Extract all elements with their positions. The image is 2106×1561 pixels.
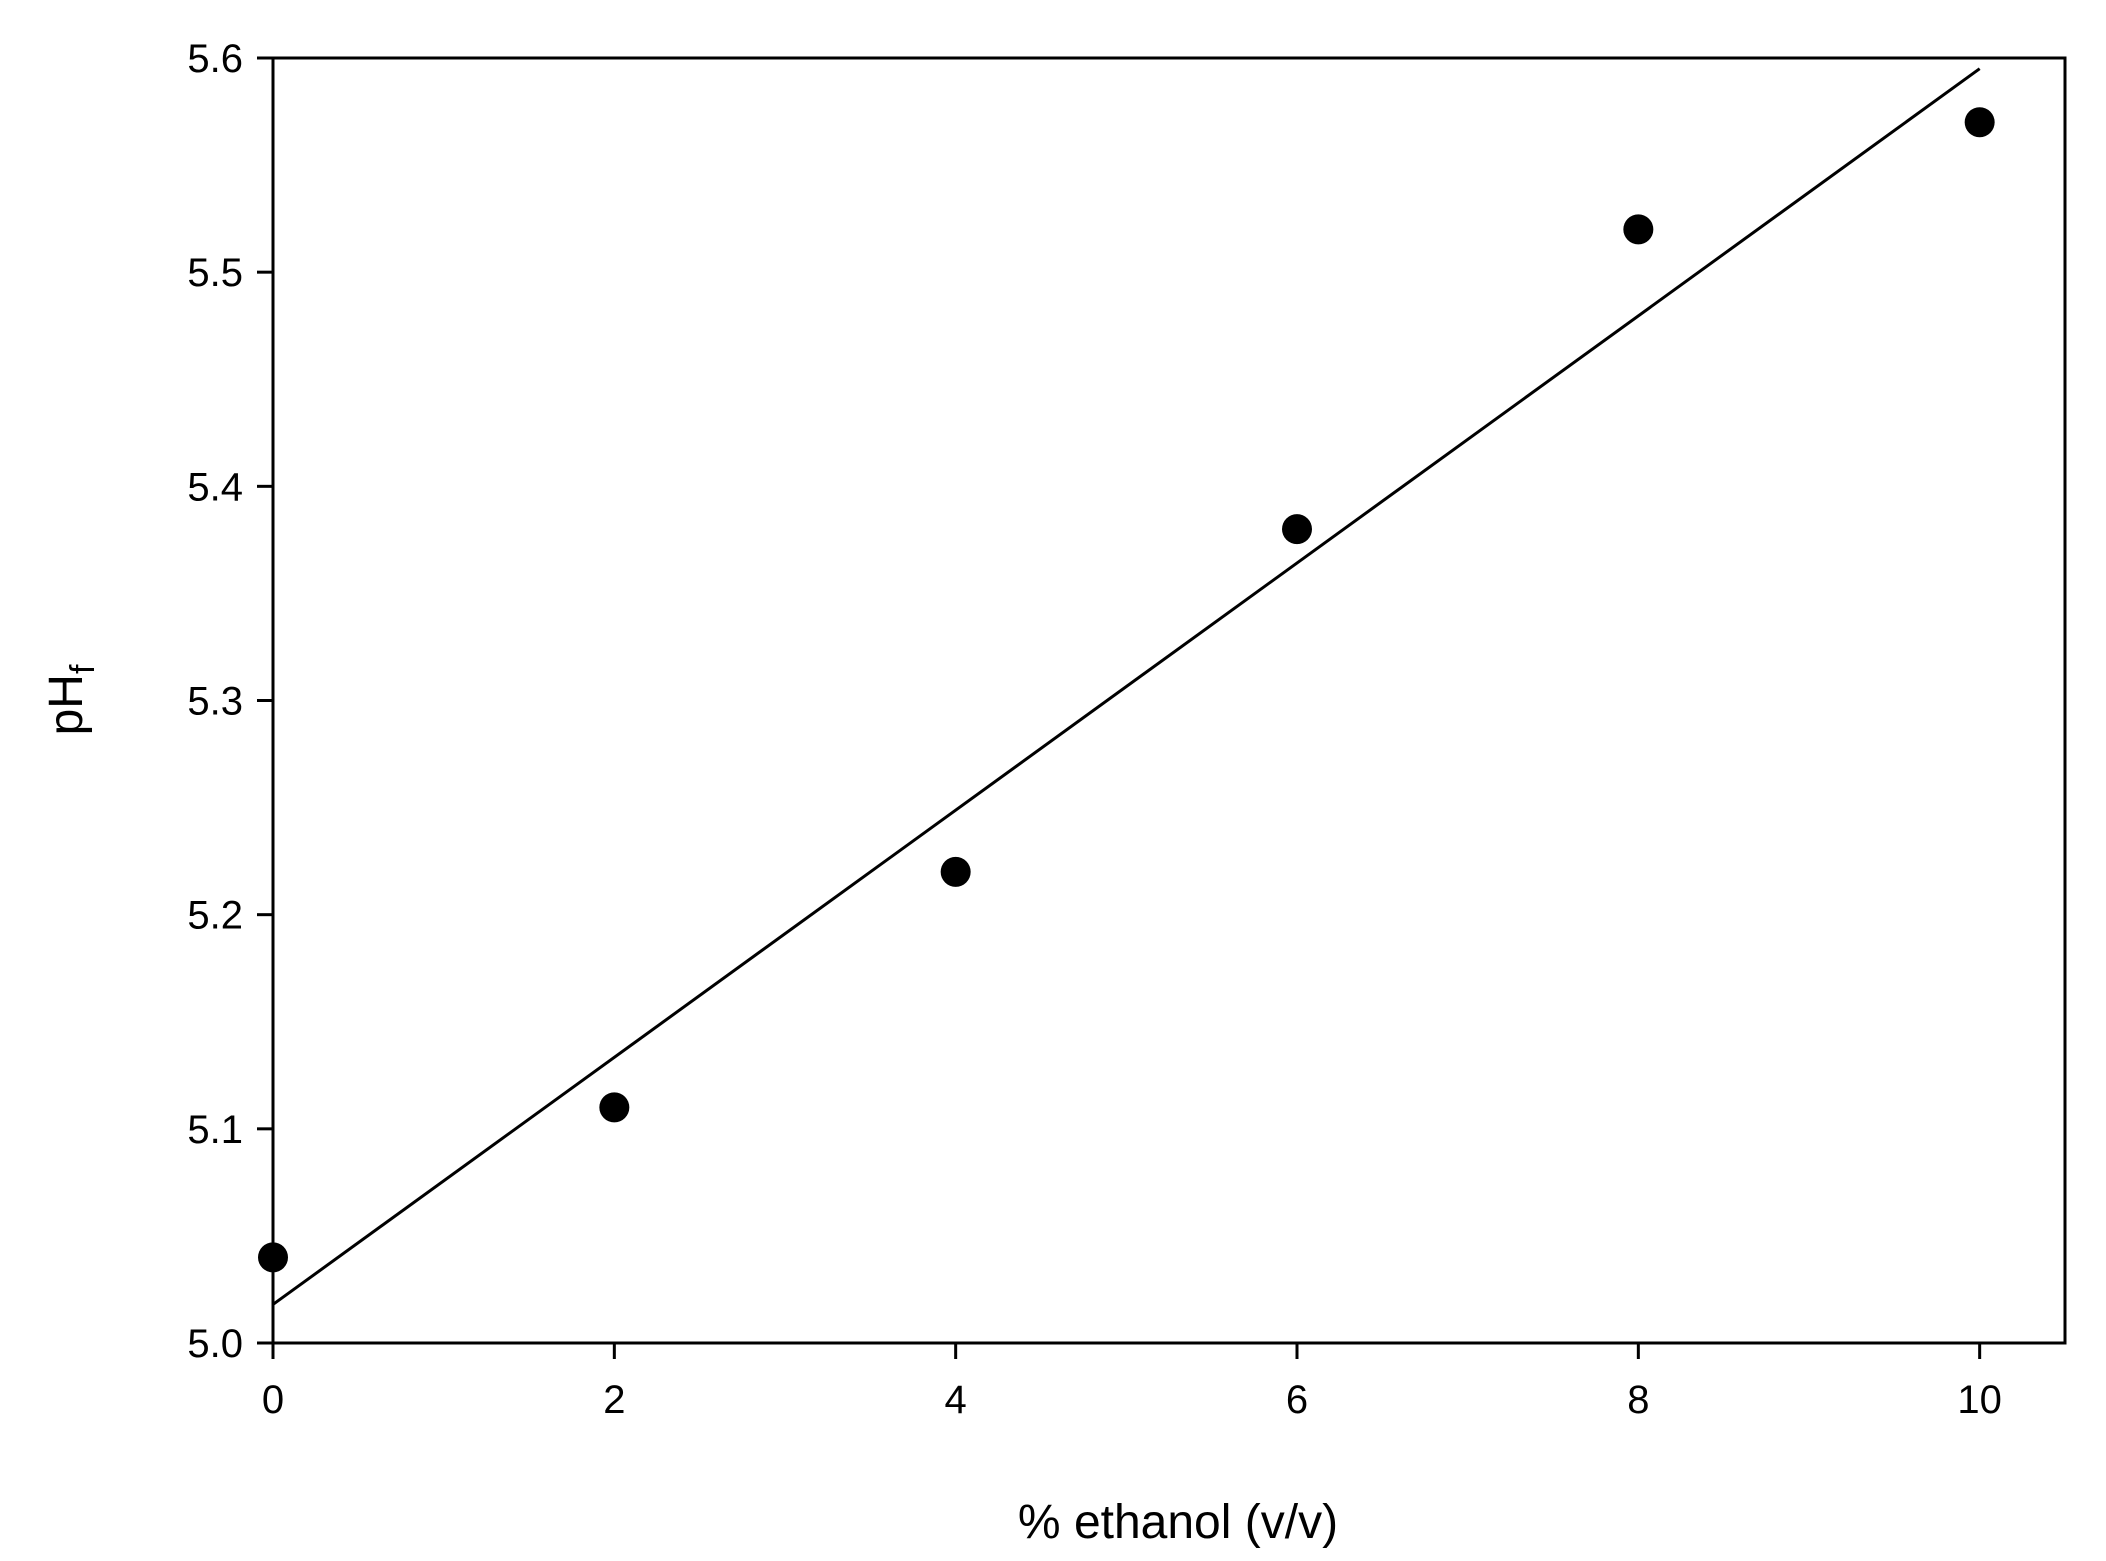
x-tick-label: 0 (262, 1378, 284, 1422)
y-tick-label: 5.4 (187, 465, 243, 509)
trendline (272, 67, 1981, 1306)
data-point (599, 1092, 630, 1123)
data-point (1282, 514, 1312, 545)
x-tick-label: 4 (945, 1378, 967, 1422)
y-tick-label: 5.5 (187, 251, 243, 295)
x-tick-label: 10 (1957, 1378, 2002, 1422)
x-tick-label: 6 (1286, 1378, 1308, 1422)
y-axis-title: pHf (40, 664, 102, 735)
data-point (940, 856, 971, 887)
x-tick-label: 8 (1627, 1378, 1649, 1422)
x-tick-label: 2 (603, 1378, 625, 1422)
y-tick-label: 5.0 (187, 1322, 243, 1366)
y-tick-label: 5.1 (187, 1108, 243, 1152)
y-tick-label: 5.3 (187, 680, 243, 724)
x-axis-ticks: 0 2 4 6 8 10 (262, 1343, 2002, 1422)
y-tick-label: 5.2 (187, 894, 243, 938)
data-point (1964, 107, 1995, 138)
y-tick-label: 5.6 (187, 37, 243, 81)
data-point (1623, 214, 1654, 245)
y-axis-title-subscript: f (64, 664, 102, 674)
y-axis-ticks: 5.0 5.1 5.2 5.3 5.4 5.5 5.6 (187, 37, 273, 1366)
x-axis-title: % ethanol (v/v) (1018, 1496, 1338, 1549)
y-axis-title-main: pH (40, 674, 93, 735)
trendline-layer (272, 67, 1981, 1306)
